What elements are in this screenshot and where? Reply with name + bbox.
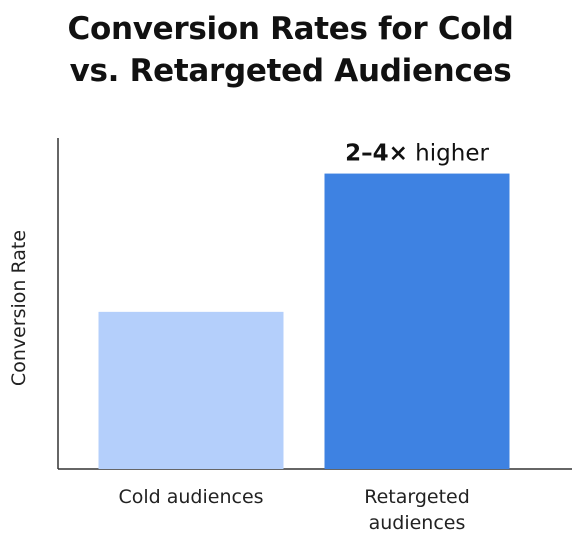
x-tick-label-2: Retargeted audiences bbox=[364, 486, 470, 534]
bar-annotation: 2–4× higher bbox=[345, 141, 489, 167]
chart-title-line-1: Conversion Rates for Cold bbox=[67, 11, 514, 47]
x-tick-label-1-line-1: Cold audiences bbox=[118, 486, 263, 508]
bar-2 bbox=[324, 173, 510, 470]
x-tick-label-1: Cold audiences bbox=[118, 486, 263, 508]
chart-title-line-2: vs. Retargeted Audiences bbox=[69, 53, 512, 89]
x-tick-label-2-line-2: audiences bbox=[369, 512, 466, 534]
chart-title: Conversion Rates for Cold vs. Retargeted… bbox=[0, 8, 581, 92]
bars-group bbox=[98, 173, 510, 470]
annotation-strong: 2–4× bbox=[345, 141, 408, 167]
bar-1 bbox=[98, 311, 284, 469]
annotation-rest: higher bbox=[408, 141, 490, 167]
x-tick-label-2-line-1: Retargeted bbox=[364, 486, 470, 508]
y-axis-label: Conversion Rate bbox=[8, 230, 30, 386]
category-labels-group: Cold audiences Retargeted audiences bbox=[118, 486, 469, 534]
